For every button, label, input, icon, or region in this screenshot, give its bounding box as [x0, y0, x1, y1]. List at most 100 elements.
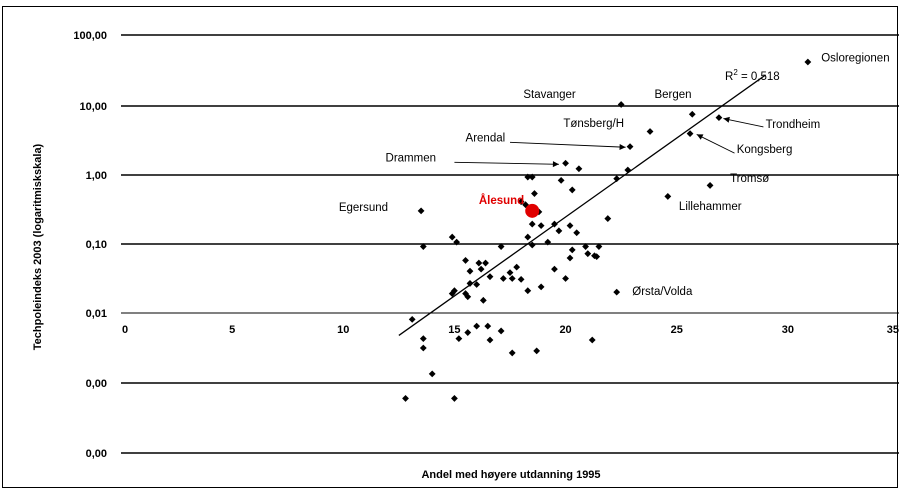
annotation-arrow: [696, 134, 735, 154]
data-point: [804, 58, 812, 66]
data-point: [582, 243, 589, 250]
data-point: [555, 227, 563, 235]
data-point: [626, 143, 634, 151]
data-point: [528, 173, 536, 181]
y-tick-label: 0,00: [86, 378, 107, 390]
city-label: Stavanger: [523, 89, 576, 101]
x-tick-label: 30: [782, 324, 794, 336]
data-point: [482, 259, 489, 267]
city-label: Kongsberg: [737, 144, 793, 156]
data-point: [473, 281, 481, 288]
data-point: [604, 215, 612, 222]
data-point: [517, 275, 525, 283]
annotation-arrow: [454, 161, 559, 165]
data-point: [464, 329, 472, 336]
annotation-arrows: [454, 116, 764, 168]
arrow-head: [619, 143, 626, 150]
data-point: [506, 269, 514, 277]
r2-superscript: 2: [733, 68, 738, 77]
data-point: [419, 243, 427, 250]
city-label: Tromsø: [730, 173, 769, 185]
y-axis-title: Techpoleindeks 2003 (logaritmiskskala): [32, 143, 44, 350]
data-point: [686, 130, 694, 138]
data-point: [499, 275, 507, 282]
data-point: [544, 238, 552, 246]
x-tick-label: 35: [887, 324, 899, 336]
highlight-label: Ålesund: [479, 194, 524, 207]
y-tick-label: 1,00: [86, 170, 107, 182]
x-tick-label: 20: [559, 324, 571, 336]
data-point: [688, 110, 696, 118]
data-point: [613, 175, 621, 183]
city-label: Bergen: [654, 89, 691, 101]
x-tick-label: 15: [448, 324, 460, 336]
data-point: [524, 173, 532, 181]
data-point: [462, 257, 469, 264]
data-point: [646, 128, 654, 135]
annotation-arrow: [723, 118, 764, 128]
data-point: [562, 275, 569, 282]
data-point: [517, 198, 525, 206]
r2-symbol: R: [725, 71, 733, 83]
y-tick-label: 0,10: [86, 239, 107, 251]
data-point: [455, 335, 463, 343]
data-point: [537, 222, 545, 230]
y-tick-labels: 100,00 10,00 1,00 0,10 0,01 0,00 0,00: [73, 30, 107, 460]
arrow-head: [723, 116, 730, 123]
data-point: [537, 283, 545, 291]
r2-value: = 0,518: [738, 71, 780, 83]
y-tick-label: 100,00: [73, 30, 107, 42]
data-point: [566, 222, 574, 230]
data-points: [402, 58, 812, 402]
data-point: [513, 263, 521, 271]
city-label: Tønsberg/H: [563, 118, 624, 130]
data-point: [557, 177, 565, 184]
data-point: [453, 238, 461, 246]
data-point: [562, 159, 569, 167]
data-point: [613, 288, 621, 296]
data-point: [475, 259, 483, 267]
data-point: [551, 220, 558, 228]
x-tick-label: 10: [337, 324, 349, 336]
data-point: [419, 335, 427, 343]
x-tick-label: 25: [671, 324, 683, 336]
data-point: [497, 327, 505, 335]
chart-frame: 100,00 10,00 1,00 0,10 0,01 0,00 0,00 0 5 10 15 20…: [2, 6, 899, 488]
data-point: [448, 290, 456, 297]
highlight-point-alesund: [525, 203, 540, 218]
x-tick-label: 0: [122, 324, 128, 336]
data-point: [617, 101, 625, 108]
data-point: [568, 246, 576, 254]
city-label: Trondheim: [766, 119, 821, 131]
y-tick-label: 0,00: [86, 448, 107, 460]
data-point: [451, 395, 458, 402]
data-point: [595, 243, 603, 250]
data-point: [528, 241, 536, 249]
city-labels: Osloregionen Stavanger Bergen Tønsberg/H Are…: [339, 52, 890, 298]
data-point: [528, 220, 536, 228]
city-label: Lillehammer: [679, 201, 742, 213]
data-point: [524, 233, 532, 241]
data-point: [706, 182, 714, 189]
data-point: [533, 347, 541, 355]
grid-layer: [121, 34, 899, 454]
data-point: [508, 349, 516, 357]
data-point: [531, 190, 538, 197]
trendline: [398, 74, 767, 336]
data-point: [715, 114, 723, 122]
data-point: [486, 336, 494, 344]
y-tick-label: 0,01: [86, 308, 107, 320]
data-point: [568, 186, 576, 194]
data-point: [573, 229, 581, 237]
data-point: [448, 233, 456, 241]
data-point: [484, 322, 492, 330]
data-point: [419, 344, 427, 352]
city-label: Ørsta/Volda: [632, 286, 693, 298]
annotation-arrow: [509, 141, 626, 148]
city-label: Arendal: [466, 132, 506, 144]
data-point: [417, 207, 425, 215]
data-point: [466, 267, 474, 275]
arrow-head: [552, 161, 559, 168]
data-point: [575, 165, 583, 173]
